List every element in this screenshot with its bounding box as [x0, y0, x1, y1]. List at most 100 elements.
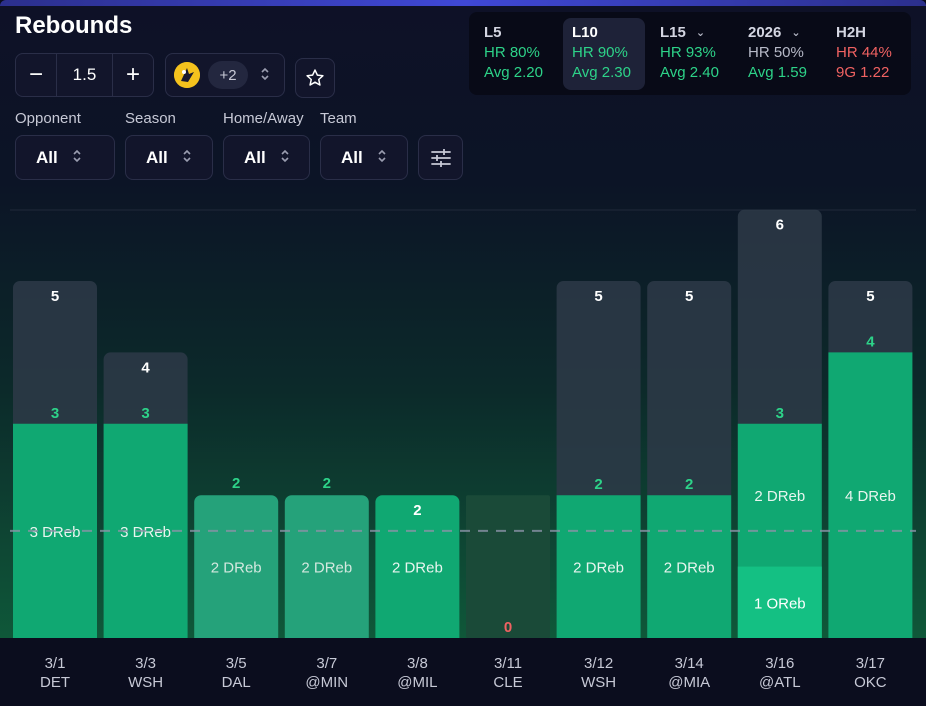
- summary-l15[interactable]: L15 ⌄ HR 93% Avg 2.40: [651, 18, 733, 90]
- x-tick-label: 3/8 @MIL: [375, 654, 459, 692]
- summary-hit-rate: HR 93%: [660, 44, 716, 61]
- x-tick-date: 3/12: [583, 655, 614, 672]
- zero-value-label: 0: [504, 619, 512, 636]
- bar-value-label: 2: [413, 502, 421, 519]
- increase-line-button[interactable]: +: [125, 61, 140, 88]
- x-tick-date: 3/8: [406, 655, 428, 672]
- x-tick-label: 3/1 DET: [13, 654, 97, 692]
- summary-l5[interactable]: L5 HR 80% Avg 2.20: [475, 18, 557, 90]
- extra-players-badge: +2: [208, 61, 248, 89]
- summary-hit-rate: HR 90%: [572, 44, 628, 61]
- line-stepper: − 1.5 +: [15, 53, 154, 97]
- summary-average: Avg 2.40: [660, 64, 719, 81]
- x-tick-opponent: @ATL: [758, 674, 801, 691]
- split-summary: L5 HR 80% Avg 2.20 L10 HR 90% Avg 2.30 L…: [469, 12, 911, 95]
- x-tick-date: 3/17: [855, 655, 885, 672]
- summary-l10[interactable]: L10 HR 90% Avg 2.30: [563, 18, 645, 90]
- dreb-segment-label: 2 DReb: [392, 560, 443, 577]
- dreb-segment-label: 3 DReb: [120, 524, 171, 541]
- team-select-value: All: [341, 147, 363, 167]
- summary-average: Avg 2.30: [572, 64, 631, 81]
- summary-average: Avg 1.59: [748, 64, 807, 81]
- dreb-segment-label: 4 DReb: [845, 488, 896, 505]
- player-selector[interactable]: +2: [165, 53, 285, 97]
- comparison-value-label: 6: [776, 217, 784, 234]
- team-logo-icon: [174, 62, 200, 88]
- oreb-segment: [737, 566, 822, 638]
- x-tick-opponent: OKC: [854, 674, 887, 691]
- miss-column: [466, 495, 550, 638]
- chevron-updown-icon: [260, 66, 270, 85]
- x-tick-label: 3/3 WSH: [104, 654, 188, 692]
- summary-label: H2H: [836, 24, 867, 41]
- chevron-down-icon: ⌄: [695, 27, 706, 39]
- x-tick-date: 3/14: [674, 655, 704, 672]
- dreb-segment-label: 2 DReb: [573, 560, 624, 577]
- x-tick-date: 3/16: [765, 655, 795, 672]
- chevron-down-icon: ⌄: [791, 27, 801, 39]
- summary-season[interactable]: 2026 ⌄ HR 50% Avg 1.59: [739, 18, 821, 90]
- summary-h2h[interactable]: H2H HR 44% 9G 1.22: [827, 18, 909, 90]
- dreb-segment-label: 2 DReb: [301, 560, 352, 577]
- decrease-line-button[interactable]: −: [28, 61, 43, 88]
- x-axis: 3/1 DET 3/3 WSH 3/5 DAL 3/7 @MIN 3/8 @MIL 3/11 CLE 3…: [0, 638, 926, 706]
- comparison-value-label: 5: [594, 288, 602, 305]
- x-tick-date: 3/5: [225, 655, 247, 672]
- summary-hit-rate: HR 44%: [836, 44, 892, 61]
- x-tick-label: 3/16 @ATL: [738, 654, 822, 692]
- dreb-segment-label: 3 DReb: [30, 524, 81, 541]
- star-icon: [306, 69, 324, 86]
- x-tick-date: 3/3: [135, 655, 157, 672]
- summary-label: L15 ⌄: [660, 24, 724, 41]
- x-tick-opponent: @MIL: [397, 674, 438, 691]
- comparison-value-label: 5: [866, 288, 874, 305]
- bar-value-label: 4: [866, 333, 875, 350]
- summary-hit-rate: HR 80%: [484, 44, 540, 61]
- chevron-updown-icon: [182, 148, 192, 167]
- summary-label-text: L15: [660, 24, 686, 41]
- summary-hit-rate: HR 50%: [748, 44, 804, 61]
- x-tick-date: 3/7: [316, 655, 338, 672]
- opponent-select[interactable]: All: [15, 135, 115, 180]
- summary-average: 9G 1.22: [836, 64, 890, 81]
- filter-label-season: Season: [125, 110, 176, 127]
- comparison-value-label: 5: [51, 288, 59, 305]
- x-tick-opponent: CLE: [493, 674, 523, 691]
- chevron-updown-icon: [377, 148, 387, 167]
- dreb-segment-label: 2 DReb: [754, 488, 805, 505]
- opponent-select-value: All: [36, 147, 58, 167]
- x-tick-label: 3/5 DAL: [194, 654, 278, 692]
- comparison-value-label: 5: [685, 288, 693, 305]
- dreb-segment-label: 2 DReb: [211, 560, 262, 577]
- season-select-value: All: [146, 147, 168, 167]
- bar-value-label: 2: [323, 475, 331, 492]
- rebounds-bar: [828, 352, 913, 638]
- bar-value-label: 2: [685, 476, 693, 493]
- team-select[interactable]: All: [320, 135, 408, 180]
- line-value-input[interactable]: 1.5: [56, 54, 113, 96]
- x-tick-date: 3/1: [44, 655, 66, 672]
- x-tick-label: 3/11 CLE: [466, 654, 550, 692]
- filter-label-team: Team: [320, 110, 357, 127]
- home-away-select[interactable]: All: [223, 135, 310, 180]
- rebounds-bar: [647, 495, 732, 638]
- x-tick-date: 3/11: [493, 655, 523, 672]
- comparison-value-label: 4: [141, 359, 150, 376]
- summary-average: Avg 2.20: [484, 64, 543, 81]
- x-tick-label: 3/7 @MIN: [285, 654, 369, 692]
- bar-value-label: 3: [51, 405, 59, 422]
- season-select[interactable]: All: [125, 135, 213, 180]
- top-accent-bar: [0, 0, 926, 6]
- home-away-select-value: All: [244, 147, 266, 167]
- filter-label-home-away: Home/Away: [223, 110, 304, 127]
- favorite-button[interactable]: [295, 58, 335, 98]
- filter-label-opponent: Opponent: [15, 110, 81, 127]
- x-tick-label: 3/12 WSH: [557, 654, 641, 692]
- bar-value-label: 3: [776, 405, 784, 422]
- chevron-updown-icon: [72, 148, 82, 167]
- page-title: Rebounds: [15, 12, 133, 39]
- x-tick-opponent: DET: [40, 674, 70, 691]
- summary-label: L10: [572, 24, 598, 41]
- x-tick-label: 3/14 @MIA: [647, 654, 731, 692]
- advanced-filters-button[interactable]: [418, 135, 463, 180]
